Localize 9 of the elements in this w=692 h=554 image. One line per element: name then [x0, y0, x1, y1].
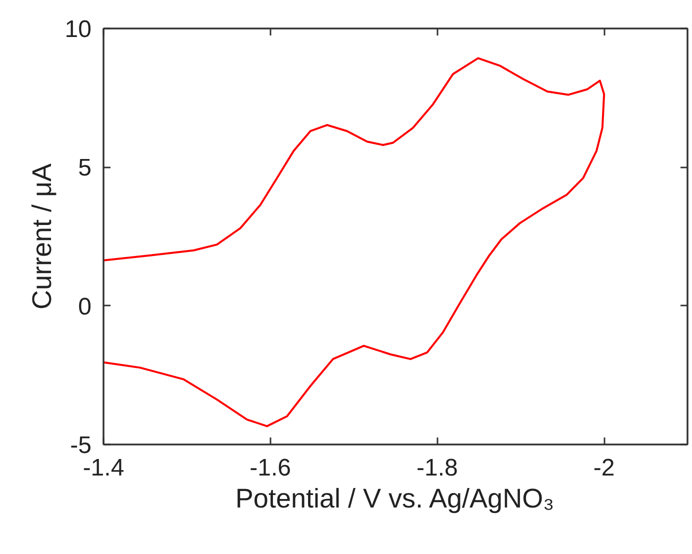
y-tick-label: 10 [64, 16, 92, 43]
y-tick-label: 5 [78, 154, 92, 182]
y-axis-title: Current / μA [26, 163, 57, 310]
x-tick-label: -1.6 [250, 454, 292, 482]
line-series [104, 57, 606, 428]
x-tick-label: -1.8 [416, 454, 458, 482]
x-axis-title: Potential / V vs. Ag/AgNO₃ [235, 484, 554, 514]
x-tick-label: -2 [593, 454, 615, 482]
y-tick-label: 0 [78, 293, 92, 320]
